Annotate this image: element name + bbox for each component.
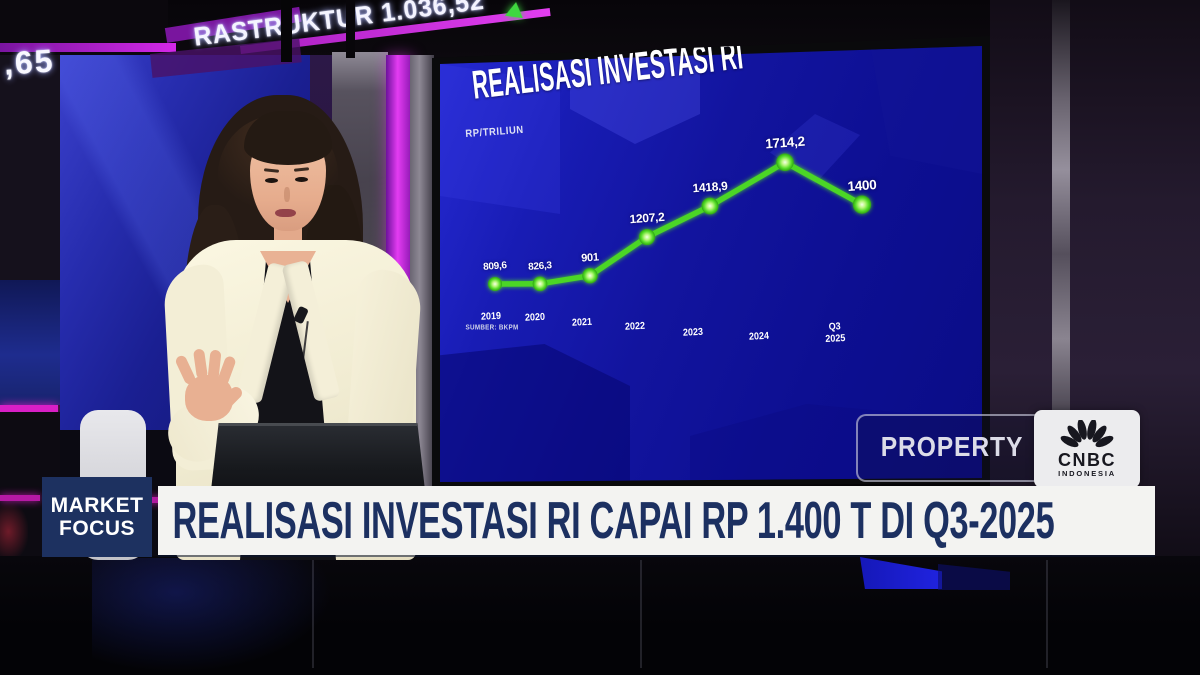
chart-line-svg [488,153,872,292]
value-label: 1207,2 [629,209,665,227]
data-point [532,276,548,292]
red-light-glow [0,503,28,560]
x-axis-label: 2023 [682,326,704,339]
floor-highlight-line [640,560,642,668]
presenter-bangs [244,111,332,165]
studio-floor [0,556,1200,675]
cnbc-logo-box: CNBC INDONESIA [1034,410,1140,488]
x-axis-label: 2019 [480,310,502,323]
x-axis-label: 2024 [748,330,770,343]
ticker-left-text: ,65 [2,42,56,82]
x-axis-label: 2021 [571,316,593,329]
studio-left-wall [0,55,62,560]
cnbc-brand-text: CNBC [1058,450,1116,471]
x-axis-label: 2020 [524,311,546,324]
value-label: 1400 [847,176,877,194]
data-point [776,153,794,172]
cnbc-brand-subtext: INDONESIA [1058,469,1116,479]
ticker-up-arrow-icon [505,0,525,19]
value-label: 1418,9 [692,178,728,196]
cube-decoration [440,64,560,214]
watermark-property-label: PROPERTY OF [856,414,1048,524]
tag-line: MARKET [50,493,144,517]
presenter-hand [185,375,233,421]
value-label: 901 [580,251,600,265]
magenta-light-strip [0,405,58,412]
chart-screen: REALISASI INVESTASI RI RP/TRILIUN 809,6 8… [432,36,990,488]
value-label: 1714,2 [764,133,806,152]
chart-screen-surface [440,46,982,482]
data-point [582,268,598,284]
floor-highlight-line [1046,560,1048,668]
presenter-eye [265,178,278,183]
floor-highlight-line [312,560,314,668]
x-axis-label: Q3 2025 [825,321,846,345]
value-label: 809,6 [482,260,508,273]
magenta-led-strip [0,43,176,52]
tag-line: FOCUS [59,517,135,540]
peacock-icon [1060,420,1114,448]
data-point [638,228,656,246]
floor-blue-reflection [92,558,332,673]
magenta-light-strip [0,495,40,501]
floor-blue-wedge [938,564,1010,590]
presenter-nose [284,187,290,202]
presenter-eye [295,177,308,182]
wall-mullion [281,0,292,62]
chart-source-label: SUMBER: BKPM [465,324,519,332]
value-label: 826,3 [527,259,553,273]
lower-third-tag: MARKET FOCUS [42,477,152,557]
lower-third-headline: REALISASI INVESTASI RI CAPAI RP 1.400 T … [172,491,1055,550]
left-wall-blue-panel [0,280,62,405]
floor-blue-wedge [860,557,942,589]
data-point [701,197,719,215]
wall-mullion [346,0,355,58]
watermark: PROPERTY OF CNBC INDONESIA [856,408,1142,524]
data-point [852,195,872,214]
presenter-lips [275,209,296,217]
lower-third-bar: REALISASI INVESTASI RI CAPAI RP 1.400 T … [158,486,1155,555]
x-axis-label: 2022 [624,320,646,333]
data-point [488,277,502,291]
